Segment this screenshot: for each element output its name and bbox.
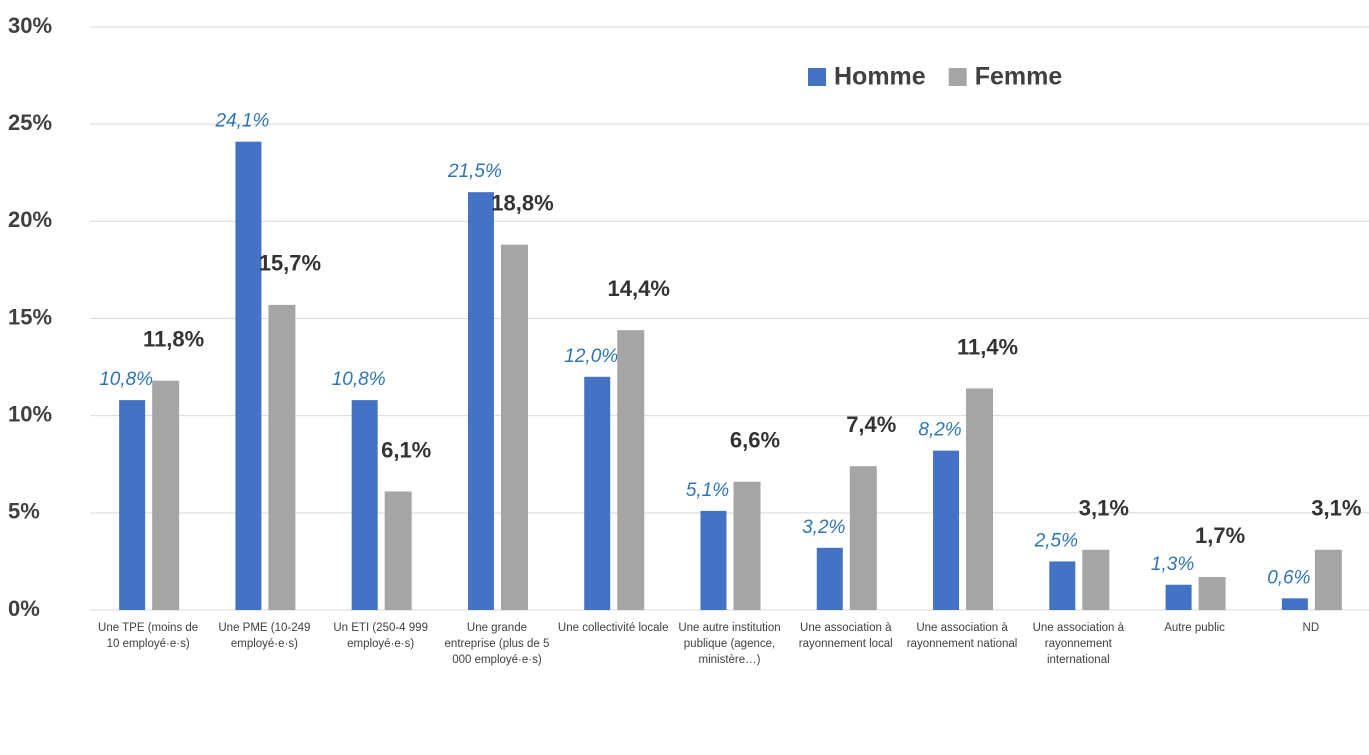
x-tick-label: Une association à rayonnement internatio… (1032, 622, 1125, 666)
bar (119, 400, 146, 610)
value-label: 24,1% (214, 111, 269, 132)
bar (933, 450, 960, 610)
value-label: 10,8% (332, 369, 386, 390)
bar (617, 330, 645, 610)
value-label: 1,3% (1151, 554, 1194, 575)
x-tick-label: Une association à rayonnement national (906, 622, 1018, 650)
value-label: 1,7% (1195, 523, 1245, 548)
x-tick-label: Un ETI (250-4 999 employé·e·s) (333, 622, 428, 650)
bar (1049, 561, 1076, 610)
bar (1082, 549, 1110, 610)
y-tick-label: 25% (8, 110, 52, 135)
x-tick-label: Une PME (10-249 employé·e·s) (218, 622, 311, 650)
value-label: 11,8% (143, 326, 204, 351)
bar (1314, 549, 1342, 610)
value-label: 3,1% (1311, 496, 1361, 521)
y-tick-label: 5% (8, 499, 40, 524)
value-label: 8,2% (918, 420, 961, 441)
x-tick-label: Une autre institution publique (agence, … (678, 622, 781, 666)
bar (384, 491, 412, 610)
value-label: 21,5% (447, 161, 502, 182)
value-label: 11,4% (957, 334, 1018, 359)
y-tick-label: 20% (8, 207, 52, 232)
y-tick-label: 15% (8, 304, 52, 329)
bar (816, 547, 843, 610)
value-label: 6,1% (381, 437, 431, 462)
value-label: 6,6% (730, 428, 780, 453)
x-tick-label: Une TPE (moins de 10 employé·e·s) (98, 622, 199, 650)
value-label: 18,8% (491, 190, 553, 215)
legend-swatch (948, 68, 967, 86)
bar (1198, 576, 1226, 610)
x-tick-label: ND (1302, 622, 1320, 634)
bar (584, 376, 611, 610)
bar (700, 510, 727, 610)
value-label: 0,6% (1267, 567, 1310, 588)
value-label: 7,4% (846, 412, 896, 437)
value-label: 5,1% (686, 480, 729, 501)
value-label: 15,7% (259, 251, 321, 276)
legend-swatch (808, 68, 826, 86)
legend-label: Homme (834, 63, 926, 91)
x-tick-label: Une grande entreprise (plus de 5 000 emp… (444, 622, 550, 666)
bar (849, 466, 877, 610)
y-tick-label: 0% (8, 596, 40, 621)
bar (467, 192, 494, 610)
value-label: 2,5% (1034, 530, 1078, 551)
bar (966, 388, 994, 610)
bar (351, 400, 378, 610)
bar (500, 244, 528, 611)
value-label: 3,2% (802, 517, 845, 538)
legend-label: Femme (975, 63, 1063, 91)
bar (1165, 584, 1192, 610)
y-tick-label: 30% (8, 13, 52, 38)
bar (235, 141, 262, 610)
value-label: 10,8% (99, 369, 153, 390)
x-tick-label: Une collectivité locale (557, 622, 669, 634)
bar (733, 481, 761, 610)
value-label: 12,0% (564, 346, 618, 367)
value-label: 14,4% (608, 276, 670, 301)
y-tick-label: 10% (8, 401, 52, 426)
bar (152, 380, 180, 610)
x-tick-label: Autre public (1164, 622, 1225, 634)
x-tick-label: Une association à rayonnement local (798, 622, 893, 650)
bar (1281, 598, 1308, 610)
value-label: 3,1% (1079, 496, 1129, 521)
bar (268, 304, 296, 610)
